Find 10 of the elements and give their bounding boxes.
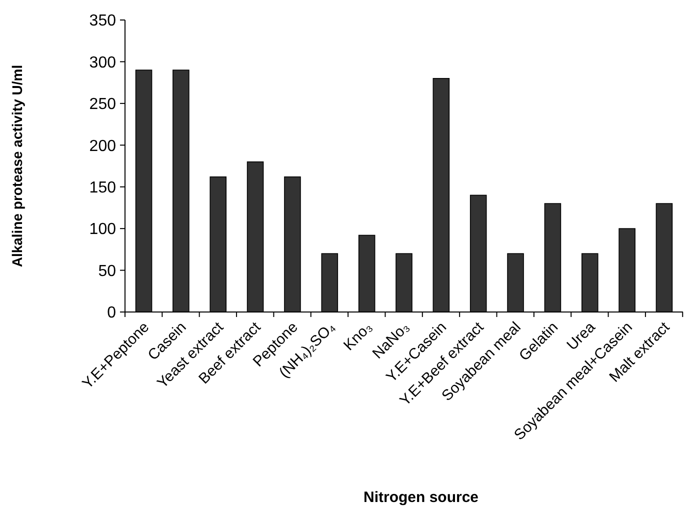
y-tick-label: 300 [89, 54, 116, 72]
y-tick-label: 50 [98, 262, 116, 280]
x-axis-title: Nitrogen source [363, 489, 479, 506]
y-tick-label: 150 [89, 179, 116, 196]
y-tick-label: 100 [89, 221, 116, 238]
y-tick-label: 0 [107, 304, 116, 322]
y-tick-label: 200 [89, 138, 116, 155]
y-axis-title: Alkaline protease activity U/ml [9, 64, 25, 268]
y-tick-label: 350 [89, 12, 116, 30]
y-tick-label: 250 [89, 96, 116, 114]
